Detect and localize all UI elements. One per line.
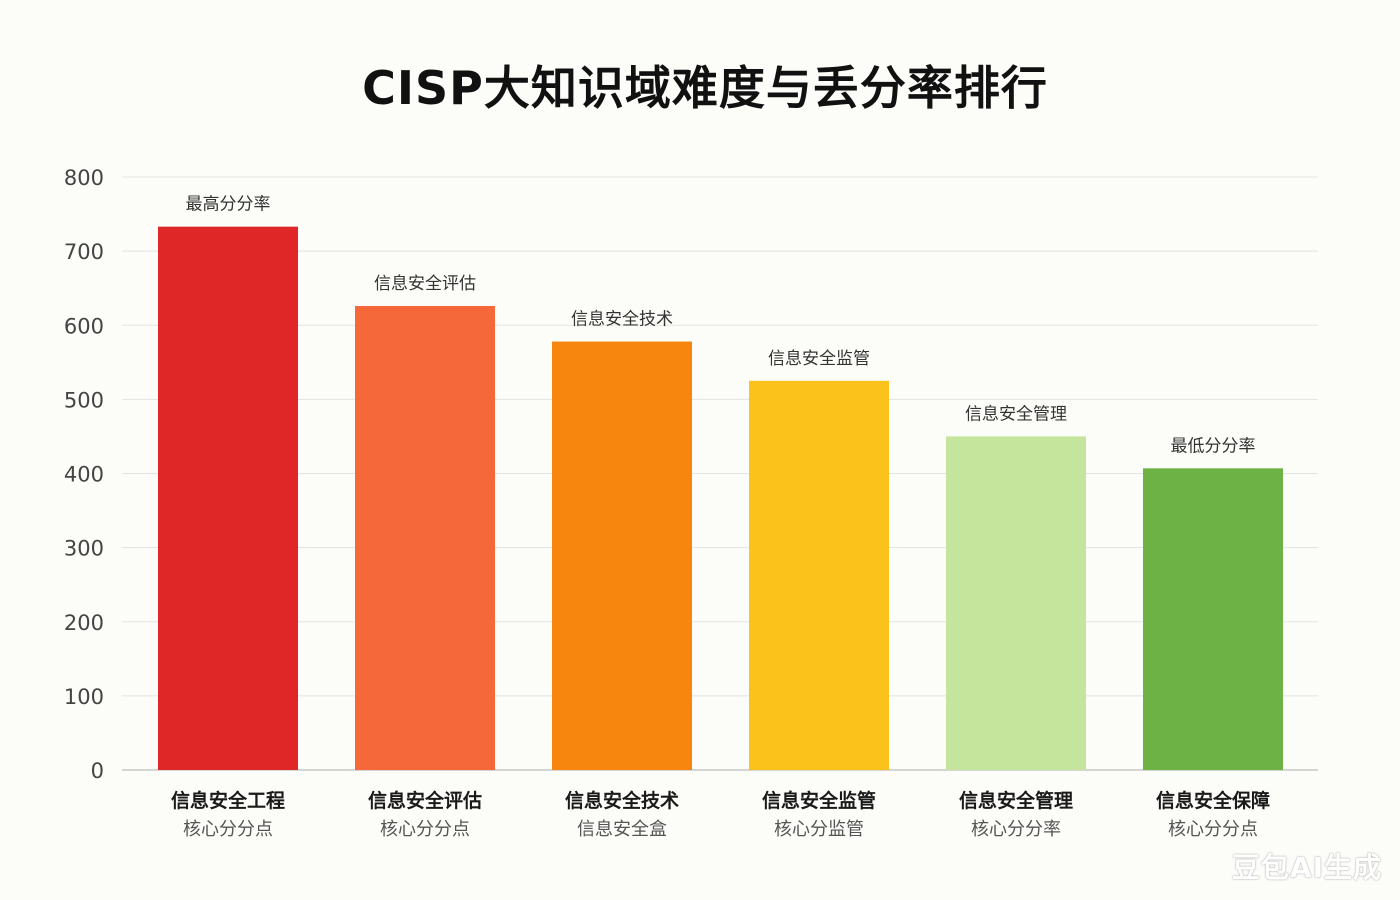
x-category-subtitle: 核心分分点 <box>380 819 470 840</box>
x-category-subtitle: 信息安全盒 <box>577 819 667 840</box>
chart-title: CISP大知识域难度与丢分率排行 <box>362 61 1048 115</box>
bar-annotation: 信息安全评估 <box>374 274 476 294</box>
x-category-subtitle: 核心分分点 <box>1168 819 1258 840</box>
bar-annotation: 信息安全管理 <box>965 404 1067 424</box>
watermark: 豆包AI生成 <box>1231 851 1382 884</box>
x-category-label: 信息安全技术 <box>565 789 679 812</box>
y-tick-label: 300 <box>64 537 104 561</box>
x-category-label: 信息安全工程 <box>171 789 285 812</box>
y-tick-label: 800 <box>64 166 104 190</box>
y-tick-label: 400 <box>64 463 104 487</box>
y-tick-label: 200 <box>64 611 104 635</box>
y-tick-label: 100 <box>64 685 104 709</box>
bar <box>749 380 889 770</box>
bar <box>158 226 298 770</box>
y-tick-label: 600 <box>64 314 104 338</box>
x-category-subtitle: 核心分监管 <box>774 819 864 840</box>
x-category-label: 信息安全管理 <box>959 789 1073 812</box>
bar <box>946 436 1086 770</box>
bar-annotation: 最低分分率 <box>1171 436 1256 456</box>
y-tick-label: 700 <box>64 240 104 264</box>
bar <box>1143 468 1283 770</box>
bar-annotation: 最高分分率 <box>186 195 271 215</box>
x-category-label: 信息安全保障 <box>1156 789 1270 812</box>
bar <box>552 341 692 770</box>
x-category-subtitle: 核心分分率 <box>971 819 1061 840</box>
y-tick-label: 500 <box>64 388 104 412</box>
x-category-label: 信息安全监管 <box>762 789 876 812</box>
bar-annotation: 信息安全技术 <box>571 310 673 330</box>
x-category-label: 信息安全评估 <box>368 789 482 812</box>
x-category-subtitle: 核心分分点 <box>183 819 273 840</box>
bar <box>355 305 495 770</box>
y-tick-label: 0 <box>91 759 104 783</box>
bar-annotation: 信息安全监管 <box>768 349 870 369</box>
